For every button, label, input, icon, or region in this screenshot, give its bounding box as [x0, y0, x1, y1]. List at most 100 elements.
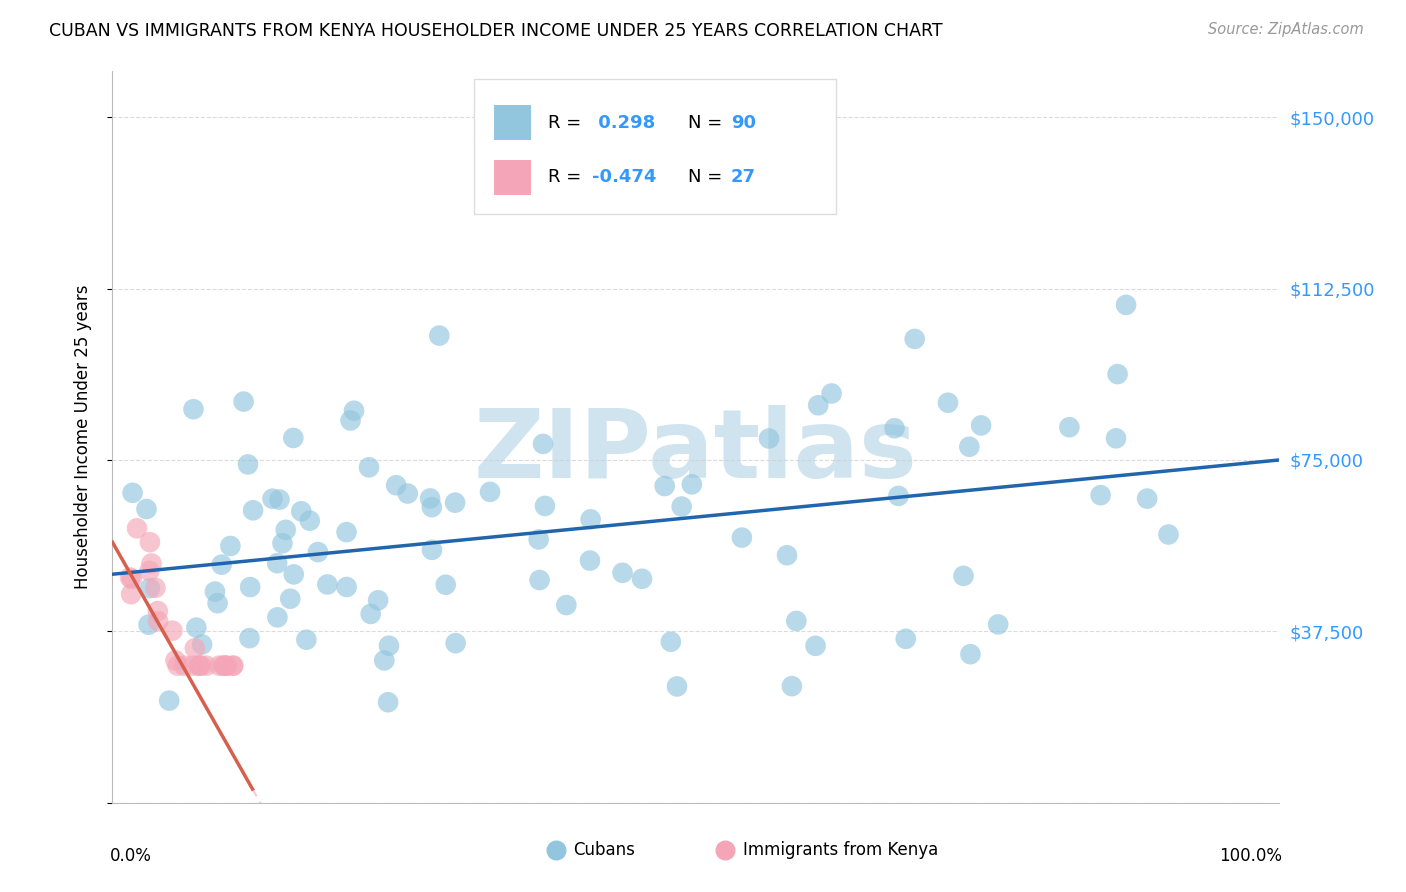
Point [731, 531, 754, 545]
Point [544, 796, 567, 810]
Text: 0.298: 0.298 [592, 113, 655, 131]
Point [162, 624, 184, 638]
Point [188, 658, 211, 673]
Point [1115, 298, 1137, 312]
Point [785, 614, 807, 628]
Point [121, 485, 143, 500]
Point [529, 573, 551, 587]
Point [434, 578, 457, 592]
FancyBboxPatch shape [474, 78, 837, 214]
Point [894, 632, 917, 646]
Point [283, 567, 305, 582]
Point [295, 632, 318, 647]
Point [139, 581, 162, 595]
Point [146, 614, 169, 628]
Point [360, 607, 382, 621]
Point [138, 564, 160, 578]
Point [236, 458, 259, 472]
Point [222, 658, 245, 673]
Point [214, 658, 236, 673]
Point [316, 577, 339, 591]
Point [479, 484, 502, 499]
Point [191, 638, 214, 652]
Point [120, 570, 142, 584]
Text: R =: R = [548, 169, 586, 186]
Text: 100.0%: 100.0% [1219, 847, 1282, 864]
Point [145, 581, 167, 595]
Point [776, 548, 799, 562]
Point [579, 512, 602, 526]
Point [307, 545, 329, 559]
Point [904, 332, 927, 346]
Point [444, 496, 467, 510]
Point [1136, 491, 1159, 506]
Point [419, 491, 441, 506]
Point [534, 499, 557, 513]
Point [339, 413, 361, 427]
Point [190, 658, 212, 673]
Point [367, 593, 389, 607]
Point [531, 437, 554, 451]
Point [262, 491, 284, 506]
Point [195, 658, 218, 673]
Point [266, 556, 288, 570]
Point [959, 647, 981, 661]
Point [758, 432, 780, 446]
Point [1157, 527, 1180, 541]
Point [232, 394, 254, 409]
Point [188, 658, 211, 673]
Point [222, 658, 245, 673]
Point [970, 418, 993, 433]
Point [527, 533, 550, 547]
Point [420, 500, 443, 515]
Point [357, 460, 380, 475]
Point [807, 398, 830, 412]
Point [204, 584, 226, 599]
Point [335, 525, 357, 540]
Point [654, 479, 676, 493]
Point [271, 536, 294, 550]
Point [887, 489, 910, 503]
Point [957, 440, 980, 454]
Text: -0.474: -0.474 [592, 169, 657, 186]
Point [141, 557, 163, 571]
Text: 90: 90 [731, 113, 756, 131]
Point [659, 634, 682, 648]
Text: Source: ZipAtlas.com: Source: ZipAtlas.com [1208, 22, 1364, 37]
Point [239, 580, 262, 594]
Point [139, 535, 162, 549]
Point [283, 431, 305, 445]
Point [183, 402, 205, 417]
Point [883, 421, 905, 435]
Text: 0.0%: 0.0% [110, 847, 152, 864]
Point [343, 403, 366, 417]
Text: 27: 27 [731, 169, 756, 186]
Point [336, 580, 359, 594]
Point [208, 658, 231, 673]
Point [420, 542, 443, 557]
Point [378, 639, 401, 653]
Point [373, 653, 395, 667]
Point [138, 617, 160, 632]
Y-axis label: Householder Income Under 25 years: Householder Income Under 25 years [73, 285, 91, 590]
Point [385, 478, 408, 492]
Point [211, 558, 233, 572]
Point [820, 386, 842, 401]
Point [207, 596, 229, 610]
Point [166, 658, 188, 673]
Point [165, 653, 187, 667]
Text: N =: N = [688, 169, 728, 186]
Point [936, 396, 959, 410]
Point [427, 328, 450, 343]
Point [1090, 488, 1112, 502]
Text: R =: R = [548, 113, 586, 131]
Text: N =: N = [688, 113, 728, 131]
Point [952, 569, 974, 583]
Point [987, 617, 1010, 632]
Point [157, 693, 180, 707]
Point [804, 639, 827, 653]
Point [612, 566, 634, 580]
Point [173, 658, 195, 673]
Point [121, 572, 143, 586]
Point [219, 539, 242, 553]
